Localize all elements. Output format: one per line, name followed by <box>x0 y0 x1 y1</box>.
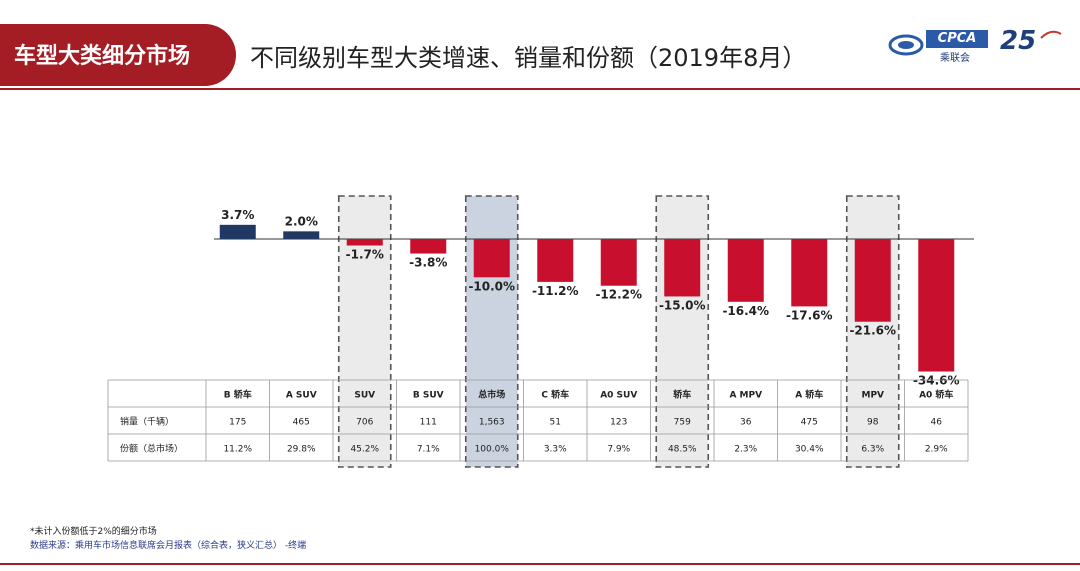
bar-a0-轿车 <box>918 239 955 372</box>
bar-轿车 <box>664 239 701 297</box>
section-label: 车型大类细分市场 <box>14 44 191 69</box>
share-cell-a-mpv: 2.3% <box>734 445 757 455</box>
category-label-a-轿车: A 轿车 <box>795 389 823 401</box>
share-cell-a-suv: 29.8% <box>287 445 316 455</box>
value-label-b-suv: -3.8% <box>409 256 447 270</box>
bar-mpv <box>854 239 891 322</box>
value-label-a0-轿车: -34.6% <box>913 374 960 388</box>
value-label-suv: -1.7% <box>346 248 384 262</box>
sales-cell-a0-suv: 123 <box>610 418 627 428</box>
category-label-总市场: 总市场 <box>478 389 505 401</box>
category-label-a-mpv: A MPV <box>729 391 762 401</box>
anniversary-logo: 25 <box>1000 26 1064 66</box>
data-source: 数据来源：乘用车市场信息联席会月报表（综合表，狭义汇总） -终端 <box>30 541 307 551</box>
sales-cell-轿车: 759 <box>674 418 691 428</box>
category-label-a0-轿车: A0 轿车 <box>919 389 953 401</box>
category-label-轿车: 轿车 <box>673 389 691 401</box>
sales-cell-c-轿车: 51 <box>550 418 561 428</box>
anniversary-number: 25 <box>1000 26 1037 56</box>
share-cell-总市场: 100.0% <box>475 445 510 455</box>
cpca-sub-text: 乘联会 <box>940 53 970 64</box>
cpca-logo: CPCA 乘联会 <box>888 28 992 64</box>
category-label-b-suv: B SUV <box>413 391 444 401</box>
value-label-b-轿车: 3.7% <box>221 208 254 222</box>
value-label-a-轿车: -17.6% <box>786 308 833 322</box>
sales-cell-a-mpv: 36 <box>740 418 752 428</box>
row-label-sales: 销量（千辆） <box>120 416 174 428</box>
bar-c-轿车 <box>537 239 574 282</box>
bar-a0-suv <box>600 239 637 286</box>
category-label-c-轿车: C 轿车 <box>541 389 569 401</box>
sales-cell-a-suv: 465 <box>293 418 310 428</box>
share-cell-a0-suv: 7.9% <box>607 445 630 455</box>
value-label-mpv: -21.6% <box>849 324 896 338</box>
share-cell-b-suv: 7.1% <box>417 445 440 455</box>
page-title: 不同级别车型大类增速、销量和份额（2019年8月） <box>250 44 807 72</box>
section-badge: 车型大类细分市场 <box>0 24 236 86</box>
footer-divider <box>0 563 1080 565</box>
value-label-a-mpv: -16.4% <box>722 304 769 318</box>
bar-a-suv <box>283 231 320 239</box>
category-label-suv: SUV <box>354 391 375 401</box>
row-label-share: 份额（总市场） <box>120 443 183 455</box>
footnote: *未计入份额低于2%的细分市场 <box>30 527 157 537</box>
bar-a-轿车 <box>791 239 828 307</box>
sales-cell-b-suv: 111 <box>420 418 437 428</box>
share-cell-a0-轿车: 2.9% <box>925 445 948 455</box>
cpca-swoosh-icon <box>888 34 924 56</box>
cpca-brand-text: CPCA <box>926 30 988 48</box>
bar-总市场 <box>473 239 510 278</box>
sales-cell-a0-轿车: 46 <box>931 418 943 428</box>
share-cell-轿车: 48.5% <box>668 445 697 455</box>
bar-a-mpv <box>727 239 764 302</box>
header-divider <box>0 88 1080 90</box>
value-label-a0-suv: -12.2% <box>595 288 642 302</box>
bar-suv <box>346 239 383 246</box>
category-label-b-轿车: B 轿车 <box>224 389 252 401</box>
share-cell-b-轿车: 11.2% <box>223 445 252 455</box>
category-label-a-suv: A SUV <box>286 391 317 401</box>
bar-b-轿车 <box>219 224 256 239</box>
category-label-mpv: MPV <box>861 391 884 401</box>
sales-cell-mpv: 98 <box>867 418 879 428</box>
share-cell-a-轿车: 30.4% <box>795 445 824 455</box>
value-label-轿车: -15.0% <box>659 298 706 312</box>
anniversary-ribbon-icon <box>1040 30 1062 39</box>
share-cell-suv: 45.2% <box>350 445 379 455</box>
bar-b-suv <box>410 239 447 254</box>
share-cell-mpv: 6.3% <box>861 445 884 455</box>
sales-cell-suv: 706 <box>356 418 373 428</box>
value-label-总市场: -10.0% <box>468 279 515 293</box>
share-cell-c-轿车: 3.3% <box>544 445 567 455</box>
value-label-a-suv: 2.0% <box>285 214 318 228</box>
sales-cell-总市场: 1,563 <box>479 418 505 428</box>
category-label-a0-suv: A0 SUV <box>600 391 637 401</box>
sales-cell-b-轿车: 175 <box>229 418 246 428</box>
value-label-c-轿车: -11.2% <box>532 284 579 298</box>
sales-cell-a-轿车: 475 <box>801 418 818 428</box>
